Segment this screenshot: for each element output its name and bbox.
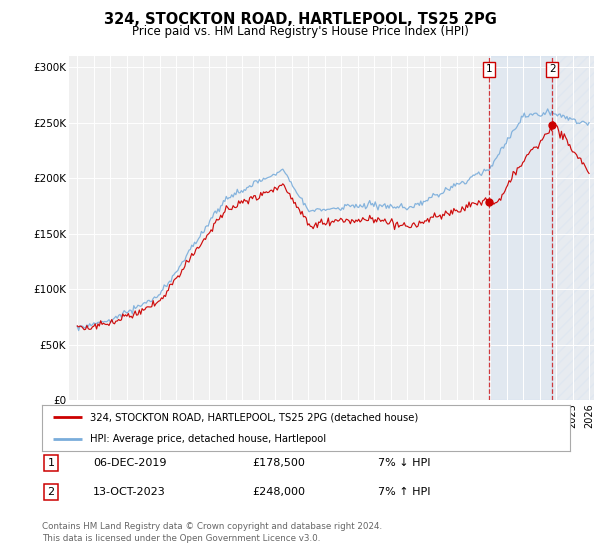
Text: 7% ↑ HPI: 7% ↑ HPI: [378, 487, 431, 497]
Text: 1: 1: [47, 458, 55, 468]
Text: 2: 2: [47, 487, 55, 497]
Text: £248,000: £248,000: [252, 487, 305, 497]
Text: 06-DEC-2019: 06-DEC-2019: [93, 458, 167, 468]
Text: 1: 1: [485, 64, 492, 74]
Text: 7% ↓ HPI: 7% ↓ HPI: [378, 458, 431, 468]
Bar: [488, 56, 553, 400]
Text: Price paid vs. HM Land Registry's House Price Index (HPI): Price paid vs. HM Land Registry's House …: [131, 25, 469, 38]
Text: £178,500: £178,500: [252, 458, 305, 468]
Text: 2: 2: [549, 64, 556, 74]
Bar: [553, 56, 598, 400]
Text: 13-OCT-2023: 13-OCT-2023: [93, 487, 166, 497]
Text: 324, STOCKTON ROAD, HARTLEPOOL, TS25 2PG: 324, STOCKTON ROAD, HARTLEPOOL, TS25 2PG: [104, 12, 496, 27]
Text: HPI: Average price, detached house, Hartlepool: HPI: Average price, detached house, Hart…: [89, 435, 326, 444]
Text: Contains HM Land Registry data © Crown copyright and database right 2024.
This d: Contains HM Land Registry data © Crown c…: [42, 522, 382, 543]
Text: 324, STOCKTON ROAD, HARTLEPOOL, TS25 2PG (detached house): 324, STOCKTON ROAD, HARTLEPOOL, TS25 2PG…: [89, 412, 418, 422]
